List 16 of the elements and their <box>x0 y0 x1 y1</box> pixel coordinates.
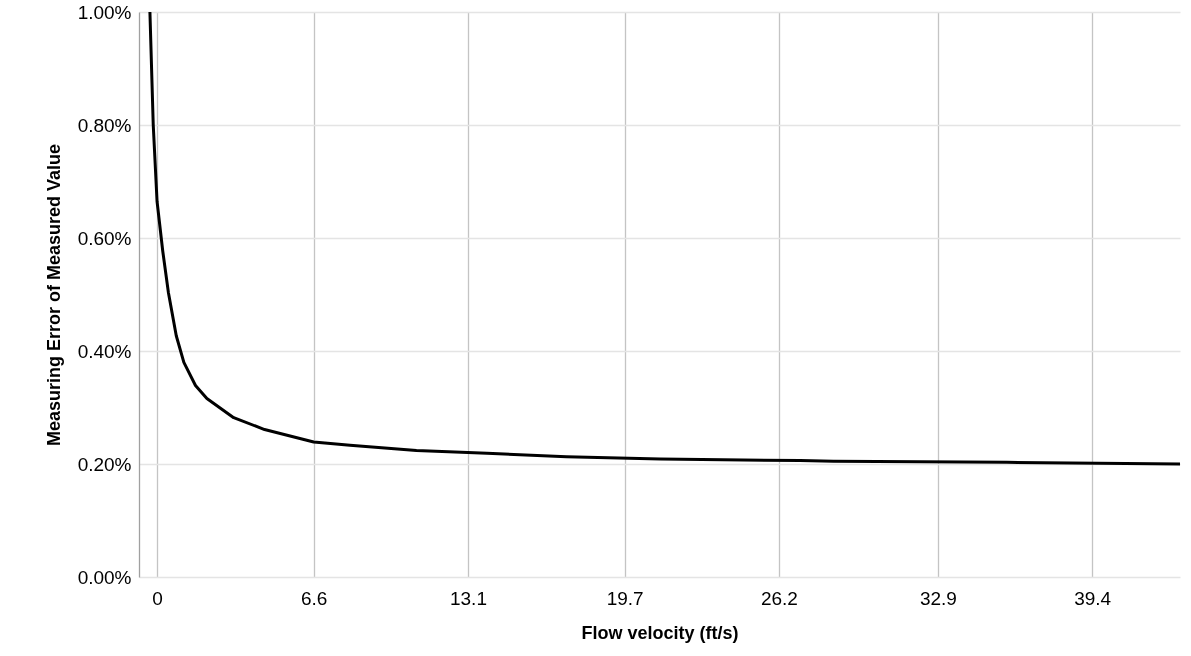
x-tick-label: 26.2 <box>760 587 798 609</box>
x-tick-label: 0 <box>152 587 163 609</box>
x-tick-label: 32.9 <box>919 587 957 609</box>
y-tick-label: 0.60% <box>77 227 132 249</box>
x-tick-label: 13.1 <box>449 587 487 609</box>
y-tick-label: 0.00% <box>77 566 132 588</box>
y-tick-label: 0.80% <box>77 114 132 136</box>
x-tick-label: 39.4 <box>1074 587 1112 609</box>
y-axis-title: Measuring Error of Measured Value <box>43 143 64 447</box>
y-tick-label: 0.40% <box>77 340 132 362</box>
x-tick-label: 19.7 <box>606 587 644 609</box>
x-axis-title: Flow velocity (ft/s) <box>581 622 739 643</box>
y-tick-label: 1.00% <box>77 1 132 23</box>
line-series <box>148 12 1180 466</box>
x-tick-label: 6.6 <box>300 587 328 609</box>
y-tick-label: 0.20% <box>77 453 132 475</box>
